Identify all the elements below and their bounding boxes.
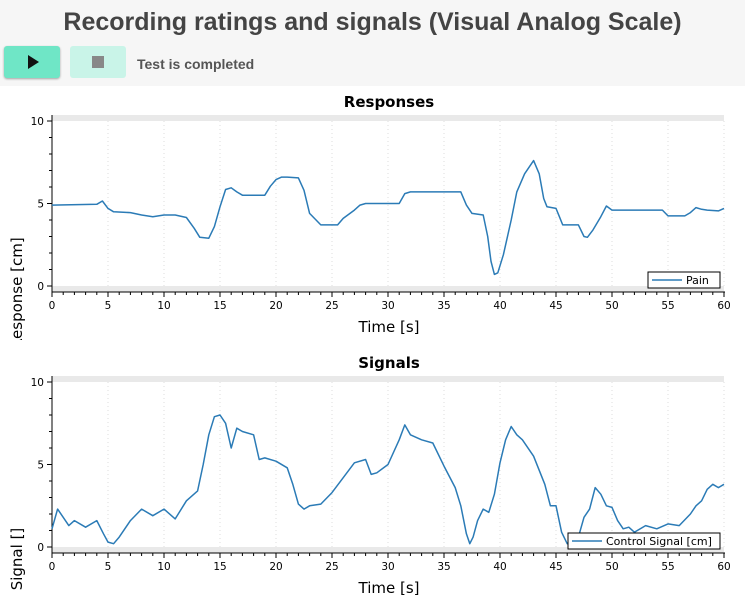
x-tick-label: 60 — [717, 561, 730, 573]
y-tick-label: 5 — [37, 460, 44, 472]
y-tick-label: 10 — [31, 116, 44, 128]
signals-chart: Signals Signal [] Time [s] 0 5 10 15 20 25 30 3… — [8, 354, 731, 597]
upper-band — [52, 115, 724, 121]
legend-box — [567, 532, 721, 550]
series-line — [51, 414, 725, 545]
x-tick-label: 15 — [213, 300, 226, 312]
chart-title: Signals — [358, 354, 420, 372]
x-tick-label: 5 — [105, 300, 112, 312]
series-line — [51, 159, 725, 276]
legend-box — [647, 271, 721, 289]
x-tick-label: 50 — [605, 561, 618, 573]
x-tick-label: 0 — [49, 561, 56, 573]
x-tick-label: 5 — [105, 561, 112, 573]
stop-button[interactable] — [70, 46, 126, 78]
x-tick-label: 45 — [549, 561, 562, 573]
x-tick-label: 55 — [661, 300, 674, 312]
y-axis-label: Response [cm] — [8, 237, 26, 340]
legend-label: Pain — [686, 274, 709, 287]
upper-band — [52, 376, 724, 382]
x-axis-label: Time [s] — [358, 579, 420, 597]
x-tick-label: 10 — [157, 561, 170, 573]
responses-chart: Responses Response [cm] Time [s] 0 5 10 15 2… — [8, 93, 731, 340]
page-title: Recording ratings and signals (Visual An… — [63, 8, 682, 36]
y-tick-label: 0 — [37, 542, 44, 554]
x-tick-label: 20 — [269, 300, 282, 312]
x-tick-label: 35 — [437, 561, 450, 573]
x-tick-label: 35 — [437, 300, 450, 312]
x-tick-label: 30 — [381, 300, 394, 312]
stop-icon — [92, 56, 104, 68]
lower-band — [52, 547, 724, 553]
x-tick-label: 40 — [493, 300, 506, 312]
x-tick-label: 25 — [325, 300, 338, 312]
y-tick-label: 10 — [31, 377, 44, 389]
x-tick-label: 50 — [605, 300, 618, 312]
x-axis-label: Time [s] — [358, 318, 420, 336]
x-tick-label: 25 — [325, 561, 338, 573]
header-bar: Recording ratings and signals (Visual An… — [0, 0, 745, 86]
x-tick-label: 15 — [213, 561, 226, 573]
legend-label: Control Signal [cm] — [606, 535, 712, 548]
lower-band — [52, 286, 724, 292]
x-tick-label: 60 — [717, 300, 730, 312]
x-tick-label: 55 — [661, 561, 674, 573]
x-tick-label: 30 — [381, 561, 394, 573]
status-text: Test is completed — [137, 56, 255, 72]
x-tick-label: 0 — [49, 300, 56, 312]
play-button[interactable] — [4, 46, 60, 78]
x-tick-label: 10 — [157, 300, 170, 312]
chart-title: Responses — [344, 93, 434, 111]
y-tick-label: 5 — [37, 199, 44, 211]
play-icon — [28, 55, 39, 69]
y-tick-label: 0 — [37, 281, 44, 293]
y-axis-label: Signal [] — [8, 528, 26, 591]
x-tick-label: 40 — [493, 561, 506, 573]
x-tick-label: 20 — [269, 561, 282, 573]
x-tick-label: 45 — [549, 300, 562, 312]
